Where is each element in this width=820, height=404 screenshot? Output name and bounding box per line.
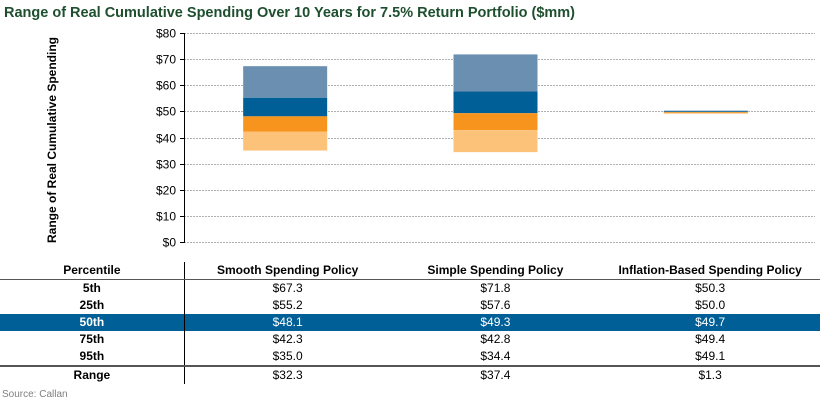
bar-segment-5th-25th	[663, 110, 748, 112]
bar-group-smooth-spending-policy	[243, 66, 328, 151]
table-row-highlighted: 50th $48.1 $49.3 $49.7	[0, 314, 820, 331]
bar-group-simple-spending-policy	[453, 54, 538, 153]
row-label: 5th	[82, 281, 101, 295]
bar-segment-75th-95th	[663, 112, 748, 114]
cell-simple: $34.4	[480, 349, 511, 363]
bars	[243, 54, 748, 153]
table-row: 75th $42.3 $42.8 $49.4	[0, 331, 820, 348]
cell-inflation: $49.1	[695, 349, 726, 363]
table-range-row: Range $32.3 $37.4 $1.3	[0, 365, 820, 384]
header-percentile: Percentile	[0, 262, 185, 280]
y-tick-label: $50	[156, 105, 176, 119]
cell-smooth: $35.0	[183, 348, 391, 366]
row-label: 50th	[0, 314, 185, 331]
cell-inflation: $49.7	[600, 314, 820, 331]
table-header-row: Percentile Smooth Spending Policy Simple…	[0, 262, 820, 280]
bar-segment-5th-25th	[243, 66, 328, 98]
bar-segment-25th-50th	[663, 111, 748, 113]
chart-title: Range of Real Cumulative Spending Over 1…	[4, 5, 576, 21]
cell-simple: $37.4	[390, 365, 601, 384]
y-axis-label: Range of Real Cumulative Spending	[45, 36, 59, 244]
y-tick-label: $0	[163, 236, 177, 250]
bar-segment-75th-95th	[453, 130, 538, 153]
bar-segment-50th-75th	[453, 113, 538, 131]
y-tick-label: $60	[156, 79, 176, 93]
percentile-table: Percentile Smooth Spending Policy Simple…	[0, 262, 820, 384]
bar-segment-25th-50th	[453, 91, 538, 114]
row-label: 25th	[79, 298, 105, 312]
cell-inflation: $1.3	[600, 365, 820, 384]
cell-smooth: $42.3	[183, 331, 391, 348]
y-axis-label-wrap: Range of Real Cumulative Spending	[12, 37, 92, 243]
y-axis-ticks: $0 $10 $20 $30 $40 $50 $60 $70 $80	[156, 27, 184, 250]
header-smooth: Smooth Spending Policy	[183, 262, 391, 280]
range-chart: $0 $10 $20 $30 $40 $50 $60 $70 $80	[156, 27, 815, 250]
y-tick-label: $20	[156, 184, 176, 198]
y-tick-label: $10	[156, 210, 176, 224]
bar-segment-25th-50th	[243, 97, 328, 117]
cell-inflation: $50.3	[695, 281, 726, 295]
y-tick-label: $70	[156, 53, 176, 67]
cell-smooth: $67.3	[183, 279, 391, 297]
bar-segment-50th-75th	[663, 112, 748, 113]
source-note: Source: Callan	[2, 389, 68, 400]
cell-inflation: $49.4	[695, 332, 726, 346]
cell-simple: $42.8	[480, 332, 511, 346]
header-inflation: Inflation-Based Spending Policy	[600, 262, 820, 280]
y-tick-label: $80	[156, 27, 176, 41]
cell-inflation: $50.0	[695, 298, 726, 312]
cell-simple: $49.3	[390, 314, 601, 331]
row-label: 75th	[79, 332, 105, 346]
row-label: Range	[0, 365, 185, 384]
cell-smooth: $48.1	[183, 314, 391, 331]
bar-group-inflation-based-spending-policy	[663, 110, 748, 114]
y-tick-label: $40	[156, 132, 176, 146]
y-tick-label: $30	[156, 158, 176, 172]
bar-segment-5th-25th	[453, 54, 538, 92]
cell-smooth: $32.3	[183, 365, 391, 384]
row-label: 95th	[79, 349, 105, 363]
bar-segment-50th-75th	[243, 116, 328, 132]
bar-segment-75th-95th	[243, 131, 328, 151]
cell-smooth: $55.2	[183, 297, 391, 314]
header-simple: Simple Spending Policy	[390, 262, 601, 280]
cell-simple: $57.6	[480, 298, 511, 312]
cell-simple: $71.8	[480, 281, 511, 295]
table-row: 95th $35.0 $34.4 $49.1	[0, 348, 820, 366]
table-row: 5th $67.3 $71.8 $50.3	[0, 279, 820, 297]
table-row: 25th $55.2 $57.6 $50.0	[0, 297, 820, 314]
